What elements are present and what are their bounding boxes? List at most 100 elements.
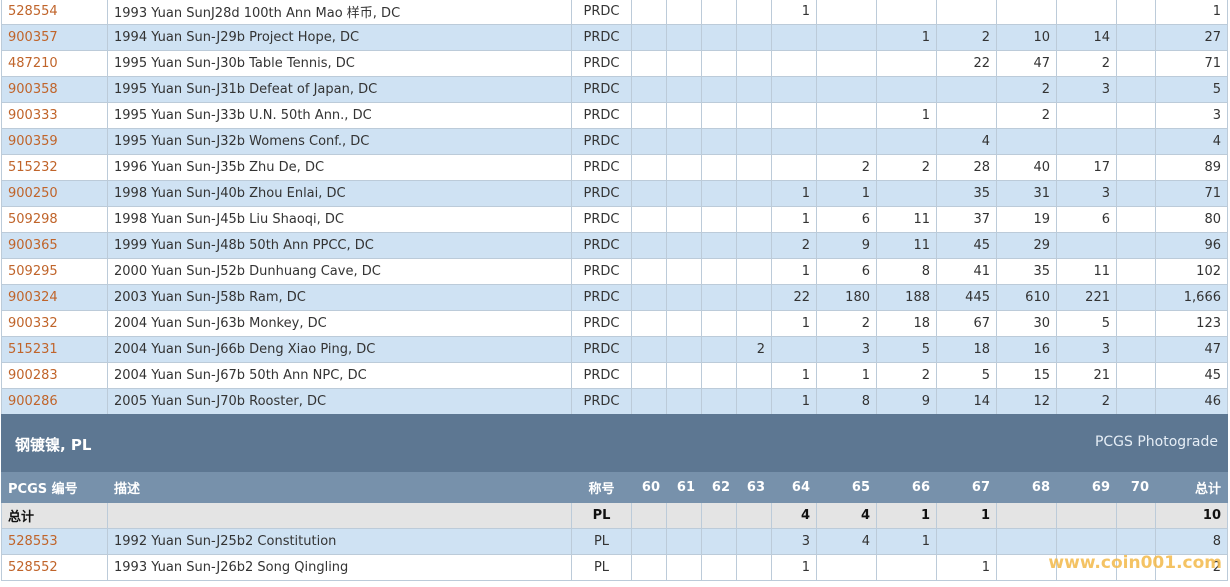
header-row: PCGS 编号 描述 称号 60 61 62 63 64 65 66 67 68 69 70 总计: [1, 472, 1228, 503]
grade-count: [1116, 502, 1156, 529]
coin-id[interactable]: 900359: [1, 128, 108, 155]
grade-count: 10: [996, 24, 1057, 51]
description: 1992 Yuan Sun-J25b2 Constitution: [107, 528, 572, 555]
grade: PL: [571, 502, 632, 529]
grade-count: 2: [936, 24, 997, 51]
grade: PRDC: [571, 154, 632, 181]
grade-count: [1116, 388, 1156, 415]
description: 1993 Yuan SunJ28d 100th Ann Mao 样币, DC: [107, 0, 572, 25]
grade-count: 4: [936, 128, 997, 155]
grade-count: 1: [771, 180, 817, 207]
grade-count: [631, 0, 667, 25]
coin-id[interactable]: 900283: [1, 362, 108, 389]
grade-count: 22: [936, 50, 997, 77]
grade-count: [816, 554, 877, 581]
coin-id[interactable]: 900286: [1, 388, 108, 415]
description: [107, 502, 572, 529]
coin-id[interactable]: 487210: [1, 50, 108, 77]
grade-count: [876, 0, 937, 25]
coin-id[interactable]: 509298: [1, 206, 108, 233]
grade: PRDC: [571, 336, 632, 363]
coin-id[interactable]: 900333: [1, 102, 108, 129]
grade-count: [701, 102, 737, 129]
grade-count: 18: [876, 310, 937, 337]
row-total: 71: [1155, 50, 1228, 77]
row-total: 102: [1155, 258, 1228, 285]
grade: PRDC: [571, 362, 632, 389]
coin-id[interactable]: 900365: [1, 232, 108, 259]
grade-count: [736, 388, 772, 415]
coin-id[interactable]: 528552: [1, 554, 108, 581]
coin-id[interactable]: 528554: [1, 0, 108, 25]
grade-count: [631, 336, 667, 363]
grade-count: 1: [936, 502, 997, 529]
grade: PRDC: [571, 76, 632, 103]
table-row: 900332 2004 Yuan Sun-J63b Monkey, DC PRDC 1…: [1, 310, 1228, 337]
grade-count: [666, 528, 702, 555]
column-header: PCGS 编号: [1, 472, 108, 503]
coin-id[interactable]: 528553: [1, 528, 108, 555]
grade-count: 2: [996, 76, 1057, 103]
grade-count: 5: [1056, 310, 1117, 337]
table-row: 509298 1998 Yuan Sun-J45b Liu Shaoqi, DC P…: [1, 206, 1228, 233]
grade-count: [666, 50, 702, 77]
coin-id[interactable]: 900250: [1, 180, 108, 207]
grade: PRDC: [571, 24, 632, 51]
grade-count: [666, 502, 702, 529]
grade-count: [936, 76, 997, 103]
grade-count: [666, 232, 702, 259]
grade-count: 16: [996, 336, 1057, 363]
grade-count: [996, 528, 1057, 555]
grade-count: [631, 102, 667, 129]
grade: PRDC: [571, 0, 632, 25]
coin-id[interactable]: 900358: [1, 76, 108, 103]
grade: PRDC: [571, 50, 632, 77]
grade-count: [936, 528, 997, 555]
description: 1995 Yuan Sun-J32b Womens Conf., DC: [107, 128, 572, 155]
grade-count: 1: [771, 258, 817, 285]
grade-count: [816, 76, 877, 103]
coin-id[interactable]: 509295: [1, 258, 108, 285]
grade-count: 35: [996, 258, 1057, 285]
description: 1995 Yuan Sun-J31b Defeat of Japan, DC: [107, 76, 572, 103]
grade: PRDC: [571, 128, 632, 155]
coin-id[interactable]: 900324: [1, 284, 108, 311]
table-row: 528553 1992 Yuan Sun-J25b2 Constitution PL…: [1, 528, 1228, 555]
grade-count: [631, 128, 667, 155]
grade: PRDC: [571, 180, 632, 207]
grade: PL: [571, 554, 632, 581]
coin-id[interactable]: 515231: [1, 336, 108, 363]
row-total: 5: [1155, 76, 1228, 103]
grade-count: [1116, 24, 1156, 51]
description: 1998 Yuan Sun-J40b Zhou Enlai, DC: [107, 180, 572, 207]
coin-id[interactable]: 900332: [1, 310, 108, 337]
grade-count: [631, 528, 667, 555]
grade-count: [736, 24, 772, 51]
section-title: 钢镀镍, PL: [15, 436, 92, 454]
photograde-link[interactable]: PCGS Photograde: [1094, 434, 1218, 450]
column-header: 69: [1056, 472, 1117, 503]
column-header: 67: [936, 472, 997, 503]
table-row: 900283 2004 Yuan Sun-J67b 50th Ann NPC, D…: [1, 362, 1228, 389]
grade-count: 9: [876, 388, 937, 415]
coin-id[interactable]: 515232: [1, 154, 108, 181]
grade-count: 1: [771, 554, 817, 581]
grade-count: [876, 554, 937, 581]
grade-count: 4: [816, 502, 877, 529]
grade-count: 45: [936, 232, 997, 259]
grade-count: [666, 284, 702, 311]
top-table: 528554 1993 Yuan SunJ28d 100th Ann Mao 样币…: [1, 0, 1228, 415]
grade-count: [1116, 128, 1156, 155]
row-total: 4: [1155, 128, 1228, 155]
description: 1998 Yuan Sun-J45b Liu Shaoqi, DC: [107, 206, 572, 233]
grade-count: [631, 232, 667, 259]
column-header: 65: [816, 472, 877, 503]
grade: PRDC: [571, 388, 632, 415]
coin-id[interactable]: 900357: [1, 24, 108, 51]
grade-count: [771, 128, 817, 155]
grade-count: [771, 76, 817, 103]
column-header: 70: [1116, 472, 1156, 503]
table-row: 900324 2003 Yuan Sun-J58b Ram, DC PRDC 22 18…: [1, 284, 1228, 311]
grade-count: [771, 102, 817, 129]
grade: PRDC: [571, 232, 632, 259]
